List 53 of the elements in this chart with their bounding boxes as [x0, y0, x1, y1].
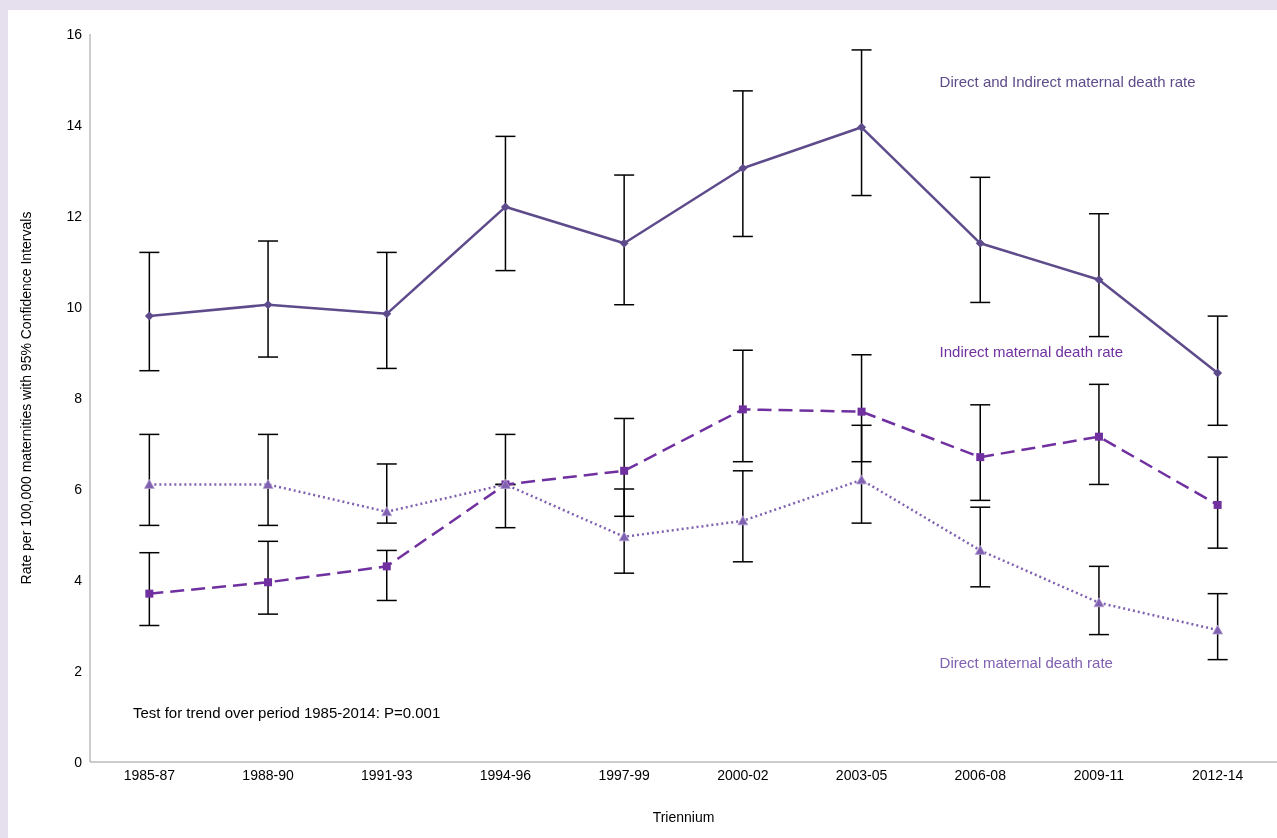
point — [1093, 597, 1105, 608]
x-tick-label: 1991-93 — [361, 766, 413, 783]
text: Direct maternal death rate — [939, 653, 1113, 671]
point — [500, 202, 510, 212]
point — [382, 309, 392, 319]
point — [264, 578, 273, 587]
x-tick-label: 2009-11 — [1073, 766, 1125, 783]
y-axis-title: Rate per 100,000 maternities with 95% Confidence Intervals — [17, 211, 34, 585]
x-tick-label: 1985-87 — [123, 766, 176, 783]
x-tick-label: 2003-05 — [835, 766, 888, 783]
y-tick-label: 14 — [66, 116, 83, 133]
point — [1213, 368, 1223, 378]
y-tick-label: 12 — [66, 207, 83, 224]
y-tick-label: 10 — [66, 298, 83, 315]
x-tick-label: 1994-96 — [479, 766, 532, 783]
point — [857, 407, 866, 416]
point — [975, 238, 985, 248]
x-axis-title: Triennium — [652, 809, 715, 825]
point — [738, 405, 747, 414]
y-tick-label: 0 — [74, 753, 83, 770]
x-tick-label: 2000-02 — [717, 766, 769, 783]
y-tick-label: 6 — [74, 480, 83, 497]
y-tick-label: 4 — [74, 571, 83, 588]
point — [1094, 432, 1103, 441]
text: Direct and Indirect maternal death rate — [939, 73, 1196, 91]
point — [1094, 275, 1104, 285]
point — [145, 589, 154, 598]
x-tick-label: 1997-99 — [598, 766, 651, 783]
point — [619, 238, 629, 248]
point — [262, 479, 274, 489]
point — [618, 531, 630, 542]
point — [738, 163, 748, 173]
annotation: Test for trend over period 1985-2014: P=0.001 — [133, 704, 441, 721]
text: Indirect maternal death rate — [939, 342, 1123, 360]
point — [144, 311, 154, 321]
point — [974, 545, 986, 555]
y-tick-label: 8 — [74, 389, 83, 406]
x-tick-label: 1988-90 — [242, 766, 294, 783]
point — [737, 515, 749, 526]
y-tick-label: 16 — [66, 25, 83, 42]
point — [382, 562, 391, 571]
point — [857, 122, 867, 132]
point — [620, 466, 629, 475]
x-tick-label: 2012-14 — [1191, 766, 1244, 783]
point — [976, 453, 985, 462]
point — [856, 474, 867, 485]
point — [1213, 500, 1222, 509]
x-tick-label: 2006-08 — [954, 766, 1007, 783]
point — [381, 506, 393, 517]
point — [263, 300, 273, 310]
y-tick-label: 2 — [74, 662, 83, 679]
point — [143, 479, 155, 489]
point — [1212, 624, 1224, 635]
